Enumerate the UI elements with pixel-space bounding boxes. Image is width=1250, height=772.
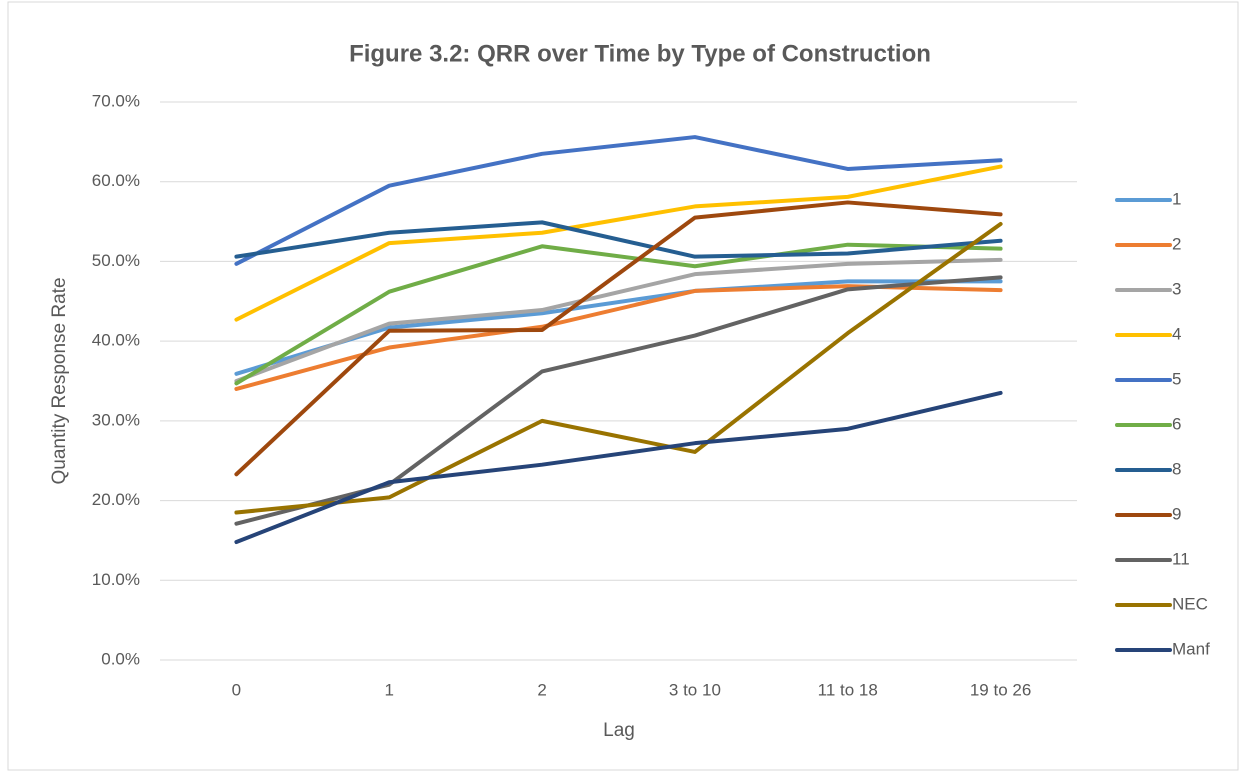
legend-label: Manf [1172,639,1210,658]
legend-label: 2 [1172,234,1181,253]
chart-border [7,1,1239,771]
y-tick-label: 10.0% [92,570,140,589]
y-tick-label: 60.0% [92,171,140,190]
x-axis-title: Lag [603,720,635,741]
x-tick-label: 19 to 26 [970,680,1031,699]
series-line [234,220,1003,259]
chart-title: Figure 3.2: QRR over Time by Type of Con… [349,40,931,67]
y-tick-label: 20.0% [92,490,140,509]
y-tick-label: 70.0% [92,91,140,110]
y-axis-title: Quantity Response Rate [49,277,70,484]
x-tick-label: 1 [385,680,394,699]
series-line [234,135,1003,266]
legend-label: 11 [1172,549,1190,568]
x-tick-label: 3 to 10 [669,680,721,699]
legend-label: 8 [1172,459,1181,478]
y-tick-label: 40.0% [92,331,140,350]
series-line [234,257,1003,383]
legend-label: 9 [1172,504,1181,523]
y-tick-label: 0.0% [101,649,140,668]
x-tick-label: 11 to 18 [818,680,878,699]
legend-label: 5 [1172,369,1181,388]
legend-label: NEC [1172,594,1208,613]
series-line [234,164,1003,322]
x-tick-label: 0 [232,680,241,699]
legend-label: 3 [1172,279,1181,298]
y-tick-label: 50.0% [92,251,140,270]
series-line [234,200,1003,477]
x-tick-label: 2 [537,680,546,699]
series-line [234,242,1003,386]
y-tick-label: 30.0% [92,410,140,429]
series-line [234,390,1003,545]
legend-label: 4 [1172,324,1181,343]
legend-label: 6 [1172,414,1181,433]
series-line [234,221,1003,515]
legend-label: 1 [1172,189,1181,208]
